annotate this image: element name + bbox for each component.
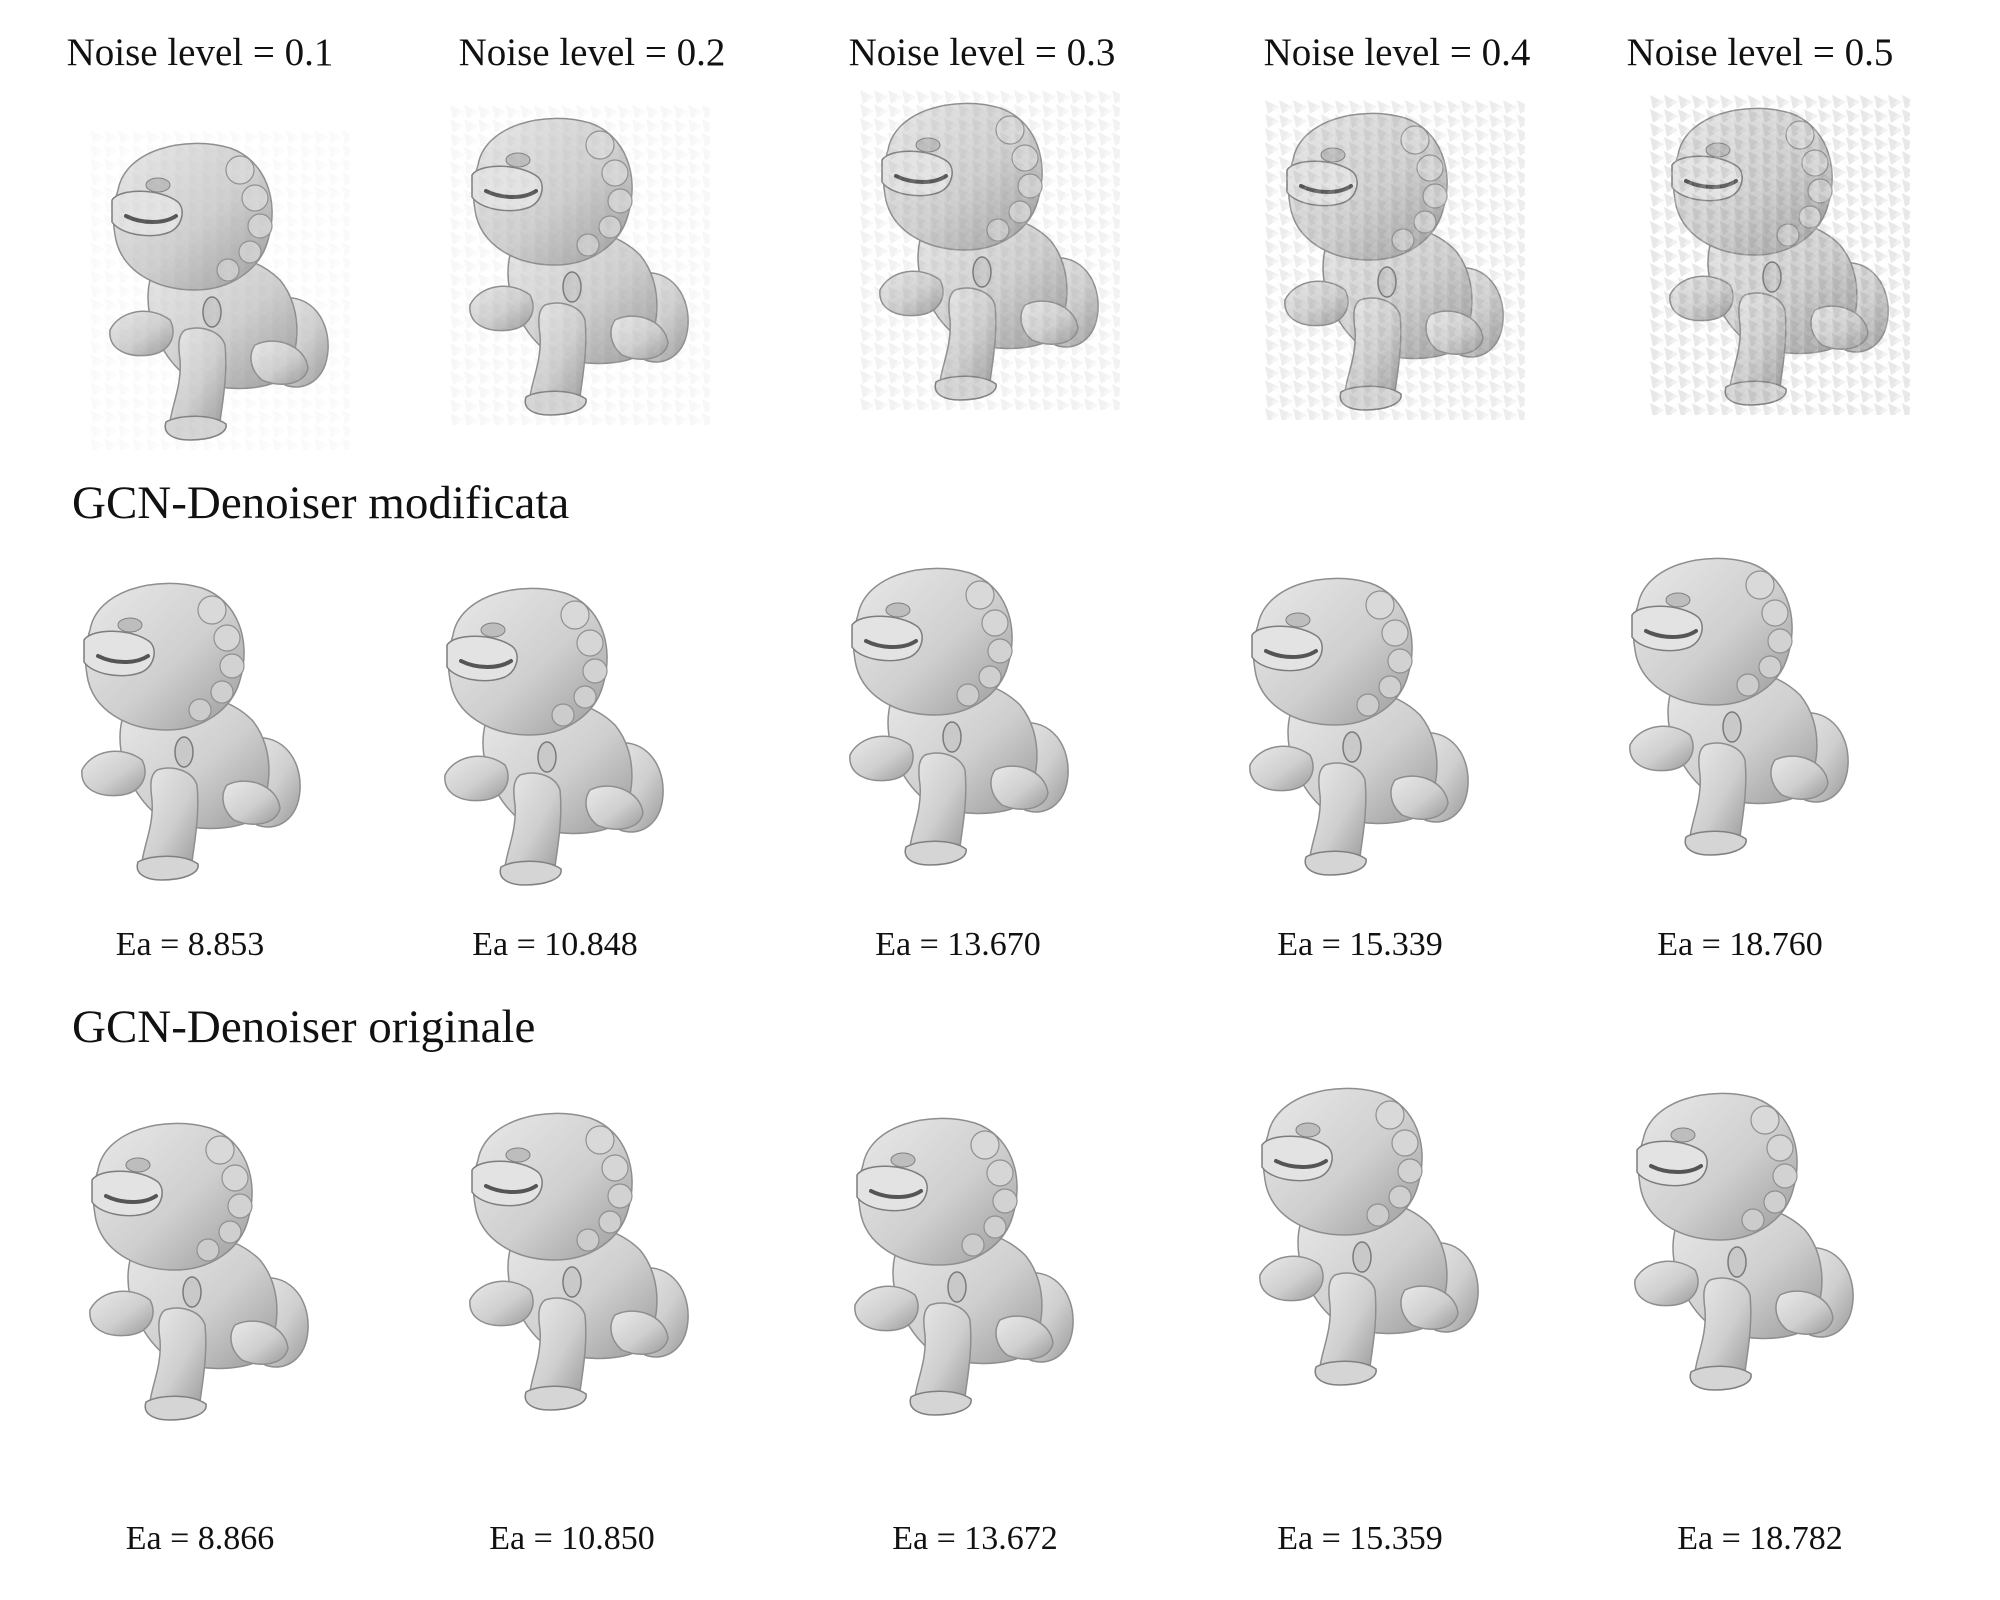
modified-ea-label-3: Ea = 13.670 xyxy=(875,926,1041,963)
section-title-modified: GCN-Denoiser modificata xyxy=(72,477,570,529)
original-ea-label-5: Ea = 18.782 xyxy=(1677,1520,1843,1557)
noisy-mesh-2 xyxy=(450,105,710,425)
original-mesh-3 xyxy=(835,1105,1095,1425)
original-ea-label-1: Ea = 8.866 xyxy=(125,1520,275,1557)
noise-level-label-2: Noise level = 0.2 xyxy=(458,31,726,74)
original-mesh-4 xyxy=(1240,1075,1500,1395)
section-title-original: GCN-Denoiser originale xyxy=(72,1001,536,1053)
modified-ea-label-2: Ea = 10.848 xyxy=(472,926,638,963)
modified-ea-label-5: Ea = 18.760 xyxy=(1657,926,1823,963)
modified-ea-label-4: Ea = 15.339 xyxy=(1277,926,1443,963)
noisy-mesh-1 xyxy=(90,130,350,450)
modified-mesh-1 xyxy=(62,570,322,890)
modified-ea-label-1: Ea = 8.853 xyxy=(115,926,265,963)
original-ea-label-4: Ea = 15.359 xyxy=(1277,1520,1443,1557)
original-mesh-2 xyxy=(450,1100,710,1420)
noise-level-label-4: Noise level = 0.4 xyxy=(1263,31,1531,74)
original-ea-label-2: Ea = 10.850 xyxy=(489,1520,655,1557)
modified-mesh-2 xyxy=(425,575,685,895)
modified-mesh-4 xyxy=(1230,565,1490,885)
noise-level-label-1: Noise level = 0.1 xyxy=(66,31,334,74)
noise-level-label-5: Noise level = 0.5 xyxy=(1626,31,1894,74)
modified-mesh-3 xyxy=(830,555,1090,875)
noise-level-label-3: Noise level = 0.3 xyxy=(848,31,1116,74)
original-mesh-1 xyxy=(70,1110,330,1430)
noisy-mesh-5 xyxy=(1650,95,1910,415)
modified-mesh-5 xyxy=(1610,545,1870,865)
noisy-mesh-4 xyxy=(1265,100,1525,420)
original-ea-label-3: Ea = 13.672 xyxy=(892,1520,1058,1557)
noisy-mesh-3 xyxy=(860,90,1120,410)
original-mesh-5 xyxy=(1615,1080,1875,1400)
